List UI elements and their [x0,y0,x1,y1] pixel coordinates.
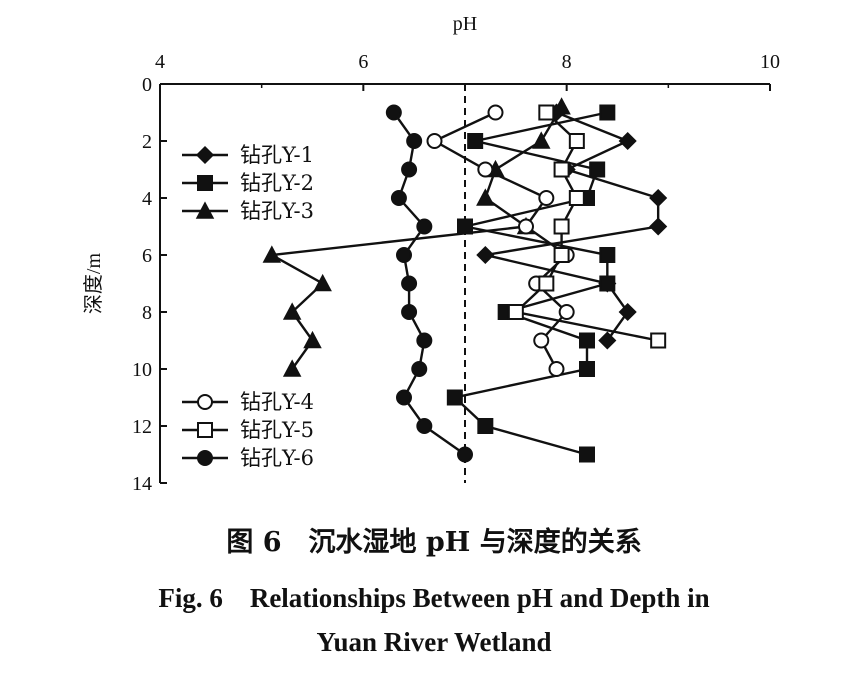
data-point [282,359,302,377]
x-tick-label: 4 [155,51,165,73]
data-point [558,304,575,320]
data-point [457,218,473,235]
data-point [476,245,495,265]
series-6 [385,104,473,463]
data-point [579,446,595,463]
data-point [396,247,412,263]
data-point [457,446,473,463]
data-point [538,190,555,206]
y-tick-label: 8 [142,302,152,324]
data-point [538,275,555,292]
legend-marker [197,422,213,438]
y-tick-label: 10 [132,359,152,381]
data-point [518,218,534,235]
data-point [553,247,570,263]
data-point [579,332,595,349]
legend-bottom: 钻孔Y-4 钻孔Y-5 钻孔Y-6 [182,390,314,470]
data-point [487,104,504,121]
y-tick-label: 14 [132,473,152,495]
data-point [589,161,606,178]
data-point [416,218,433,235]
data-point [507,304,524,320]
y-tick-label: 12 [132,416,152,438]
data-point [568,133,585,149]
y-tick-label: 2 [142,131,152,153]
legend-marker [197,450,213,466]
data-point [553,161,570,178]
data-point [599,275,616,292]
data-point [476,188,495,206]
x-axis-title: pH [453,13,477,35]
series-line [267,106,563,370]
data-point [618,131,637,151]
data-point [477,418,494,434]
data-point [401,161,418,178]
data-point [416,418,433,434]
legend-top: 钻孔Y-1 钻孔Y-2 钻孔Y-3 [182,143,314,223]
figure-caption-chinese: 图 6 沉水湿地 pH 与深度的关系 [226,527,642,558]
legend-marker [195,201,215,219]
data-point [599,104,616,121]
series-layer [262,97,668,463]
axes: 4 6 8 10 0 2 4 6 8 10 12 14 pH 深度/m [82,13,780,495]
legend-marker [195,145,215,165]
series-2 [446,104,616,463]
legend-label: 钻孔Y-4 [240,390,314,414]
data-point [390,190,407,206]
data-point [532,131,551,149]
data-point [406,133,423,149]
data-point [313,273,332,292]
legend-label: 钻孔Y-2 [240,171,314,195]
data-point [401,275,418,292]
data-point [426,133,443,149]
data-point [533,332,550,349]
series-line [431,111,569,370]
data-point [552,97,571,115]
data-point [411,361,428,377]
data-point [649,188,668,208]
data-point [553,218,570,235]
y-axis-title: 深度/m [82,253,105,315]
data-point [548,361,565,377]
data-point [282,302,302,320]
data-point [618,302,637,322]
legend-label: 钻孔Y-3 [240,199,314,223]
series-5 [507,104,667,349]
data-point [650,332,667,349]
data-point [599,247,616,263]
data-point [416,332,433,349]
y-tick-label: 6 [142,245,152,267]
figure-caption-english-line2: Yuan River Wetland [316,627,552,657]
legend-label: 钻孔Y-6 [240,446,314,470]
legend-marker [197,175,213,191]
legend-label: 钻孔Y-1 [240,143,314,167]
data-point [649,217,668,236]
data-point [385,104,402,121]
y-tick-label: 0 [142,74,152,96]
data-point [401,304,418,320]
figure-caption-english-line1: Fig. 6 Relationships Between pH and Dept… [158,583,710,613]
data-point [262,245,282,263]
x-tick-label: 6 [358,51,368,73]
legend-marker [197,394,213,410]
data-point [303,330,322,349]
data-point [396,389,412,406]
data-point [579,361,595,377]
data-point [568,190,585,206]
legend-label: 钻孔Y-5 [240,418,314,442]
data-point [477,161,494,178]
data-point [446,389,463,406]
data-point [598,331,617,350]
x-tick-label: 8 [562,51,572,73]
data-point [538,104,555,121]
data-point [467,133,484,149]
y-tick-label: 4 [142,188,152,210]
legend: 钻孔Y-1 钻孔Y-2 钻孔Y-3 钻孔Y-4 钻孔Y-5 钻孔Y-6 [182,143,314,470]
x-tick-label: 10 [760,51,780,73]
